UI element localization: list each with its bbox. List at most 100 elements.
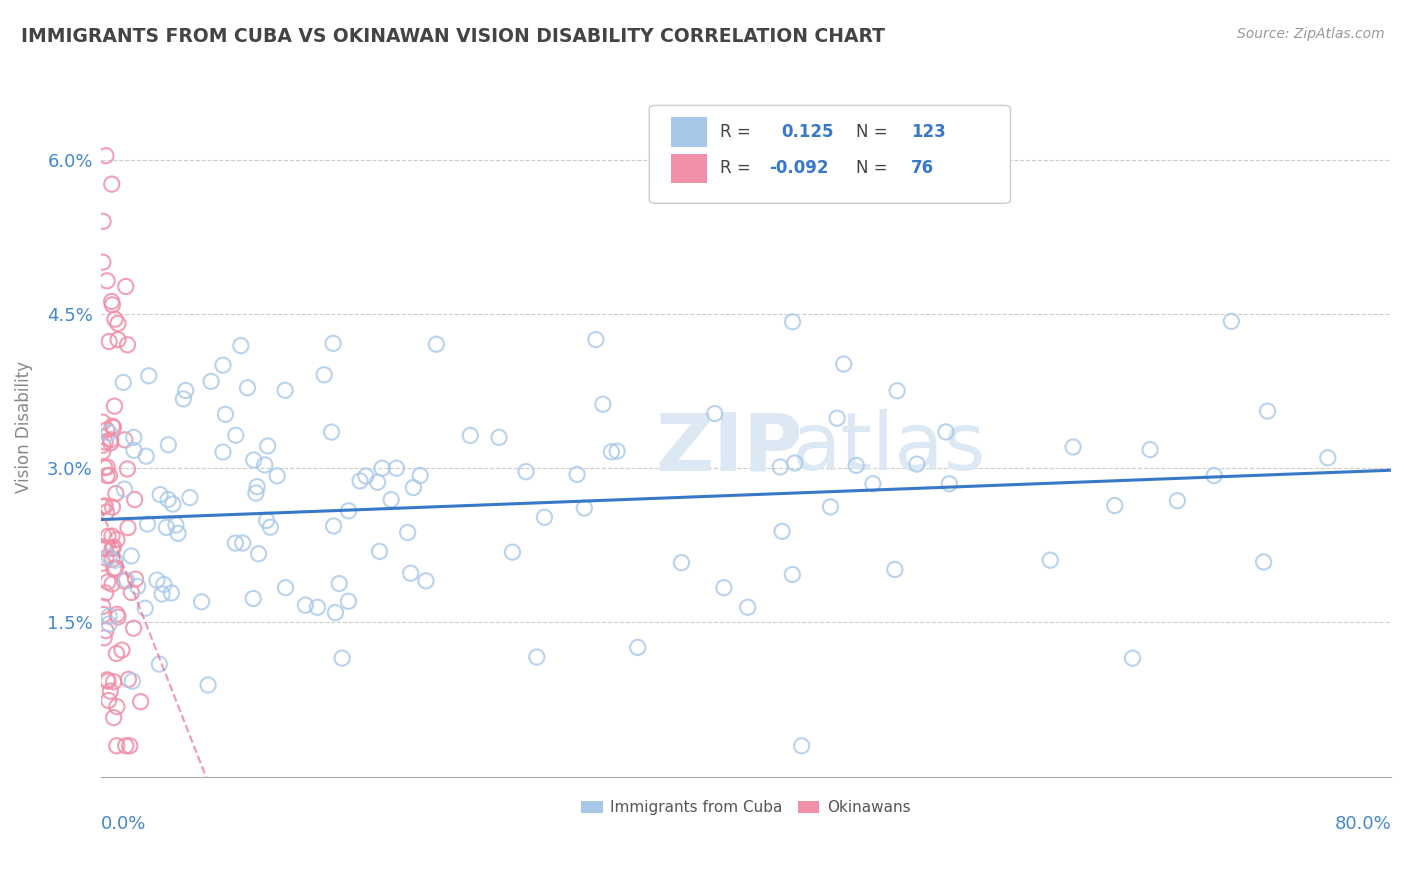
Point <box>242 591 264 606</box>
Point <box>146 573 169 587</box>
Point <box>783 456 806 470</box>
Point <box>94 551 117 566</box>
Point <box>769 459 792 474</box>
Point <box>97 529 120 543</box>
Point <box>1062 440 1084 454</box>
Point <box>825 411 848 425</box>
Point <box>105 607 128 622</box>
Point <box>160 586 183 600</box>
Point <box>101 298 124 312</box>
Point <box>1204 468 1226 483</box>
Point <box>380 492 402 507</box>
Point <box>96 505 118 519</box>
Point <box>247 547 270 561</box>
Point <box>104 312 127 326</box>
Point <box>98 334 121 349</box>
Point <box>782 567 804 582</box>
Point <box>104 486 127 500</box>
Point <box>325 606 347 620</box>
Point <box>103 562 125 576</box>
Point <box>938 476 960 491</box>
Point <box>515 465 537 479</box>
Point <box>96 468 118 483</box>
Point <box>94 541 117 556</box>
Point <box>1220 314 1243 328</box>
Point <box>606 444 628 458</box>
Point <box>314 368 336 382</box>
Point <box>703 407 725 421</box>
Point <box>127 579 149 593</box>
Point <box>385 461 408 475</box>
Point <box>245 486 267 500</box>
Point <box>114 739 136 753</box>
Point <box>165 518 187 533</box>
Point <box>820 500 842 514</box>
Point <box>179 491 201 505</box>
Text: 123: 123 <box>911 123 946 141</box>
Text: 0.125: 0.125 <box>780 123 834 141</box>
Point <box>98 617 121 632</box>
Point <box>103 674 125 689</box>
Point <box>232 536 254 550</box>
Point <box>790 739 813 753</box>
Point <box>107 333 129 347</box>
Point <box>96 274 118 288</box>
Point <box>94 435 117 450</box>
Point <box>396 525 419 540</box>
Point <box>104 561 127 575</box>
Point <box>322 519 344 533</box>
Point <box>862 476 884 491</box>
Point <box>101 529 124 543</box>
Point <box>1166 493 1188 508</box>
Point <box>100 177 122 191</box>
Point <box>103 540 125 554</box>
Point <box>200 375 222 389</box>
Point <box>367 475 389 490</box>
Point <box>1122 651 1144 665</box>
Point <box>101 500 124 514</box>
Point <box>103 420 125 434</box>
Point <box>91 214 114 228</box>
Text: R =: R = <box>720 160 751 178</box>
Text: 80.0%: 80.0% <box>1334 815 1391 833</box>
Point <box>671 556 693 570</box>
Point <box>117 521 139 535</box>
Point <box>124 492 146 507</box>
FancyBboxPatch shape <box>671 117 707 146</box>
Point <box>533 510 555 524</box>
Point <box>832 357 855 371</box>
Point <box>94 586 117 600</box>
Point <box>256 513 278 527</box>
Point <box>259 520 281 534</box>
Point <box>174 384 197 398</box>
Point <box>229 338 252 352</box>
Point <box>197 678 219 692</box>
Point <box>225 428 247 442</box>
Point <box>737 600 759 615</box>
Point <box>104 553 127 567</box>
Text: R =: R = <box>720 123 751 141</box>
Point <box>399 566 422 581</box>
Point <box>122 621 145 635</box>
Point <box>118 739 141 753</box>
Point <box>112 482 135 496</box>
Point <box>328 576 350 591</box>
Point <box>101 541 124 556</box>
Point <box>91 255 114 269</box>
Point <box>402 481 425 495</box>
Point <box>103 399 125 413</box>
Point <box>117 673 139 687</box>
Point <box>526 650 548 665</box>
Point <box>627 640 650 655</box>
Point <box>349 474 371 488</box>
Point <box>322 336 344 351</box>
Point <box>117 462 139 476</box>
Point <box>150 587 173 601</box>
Point <box>101 577 124 591</box>
Point <box>96 673 118 687</box>
Text: 0.0%: 0.0% <box>101 815 146 833</box>
Point <box>713 581 735 595</box>
Point <box>98 609 121 624</box>
Point <box>212 445 235 459</box>
Point <box>585 333 607 347</box>
